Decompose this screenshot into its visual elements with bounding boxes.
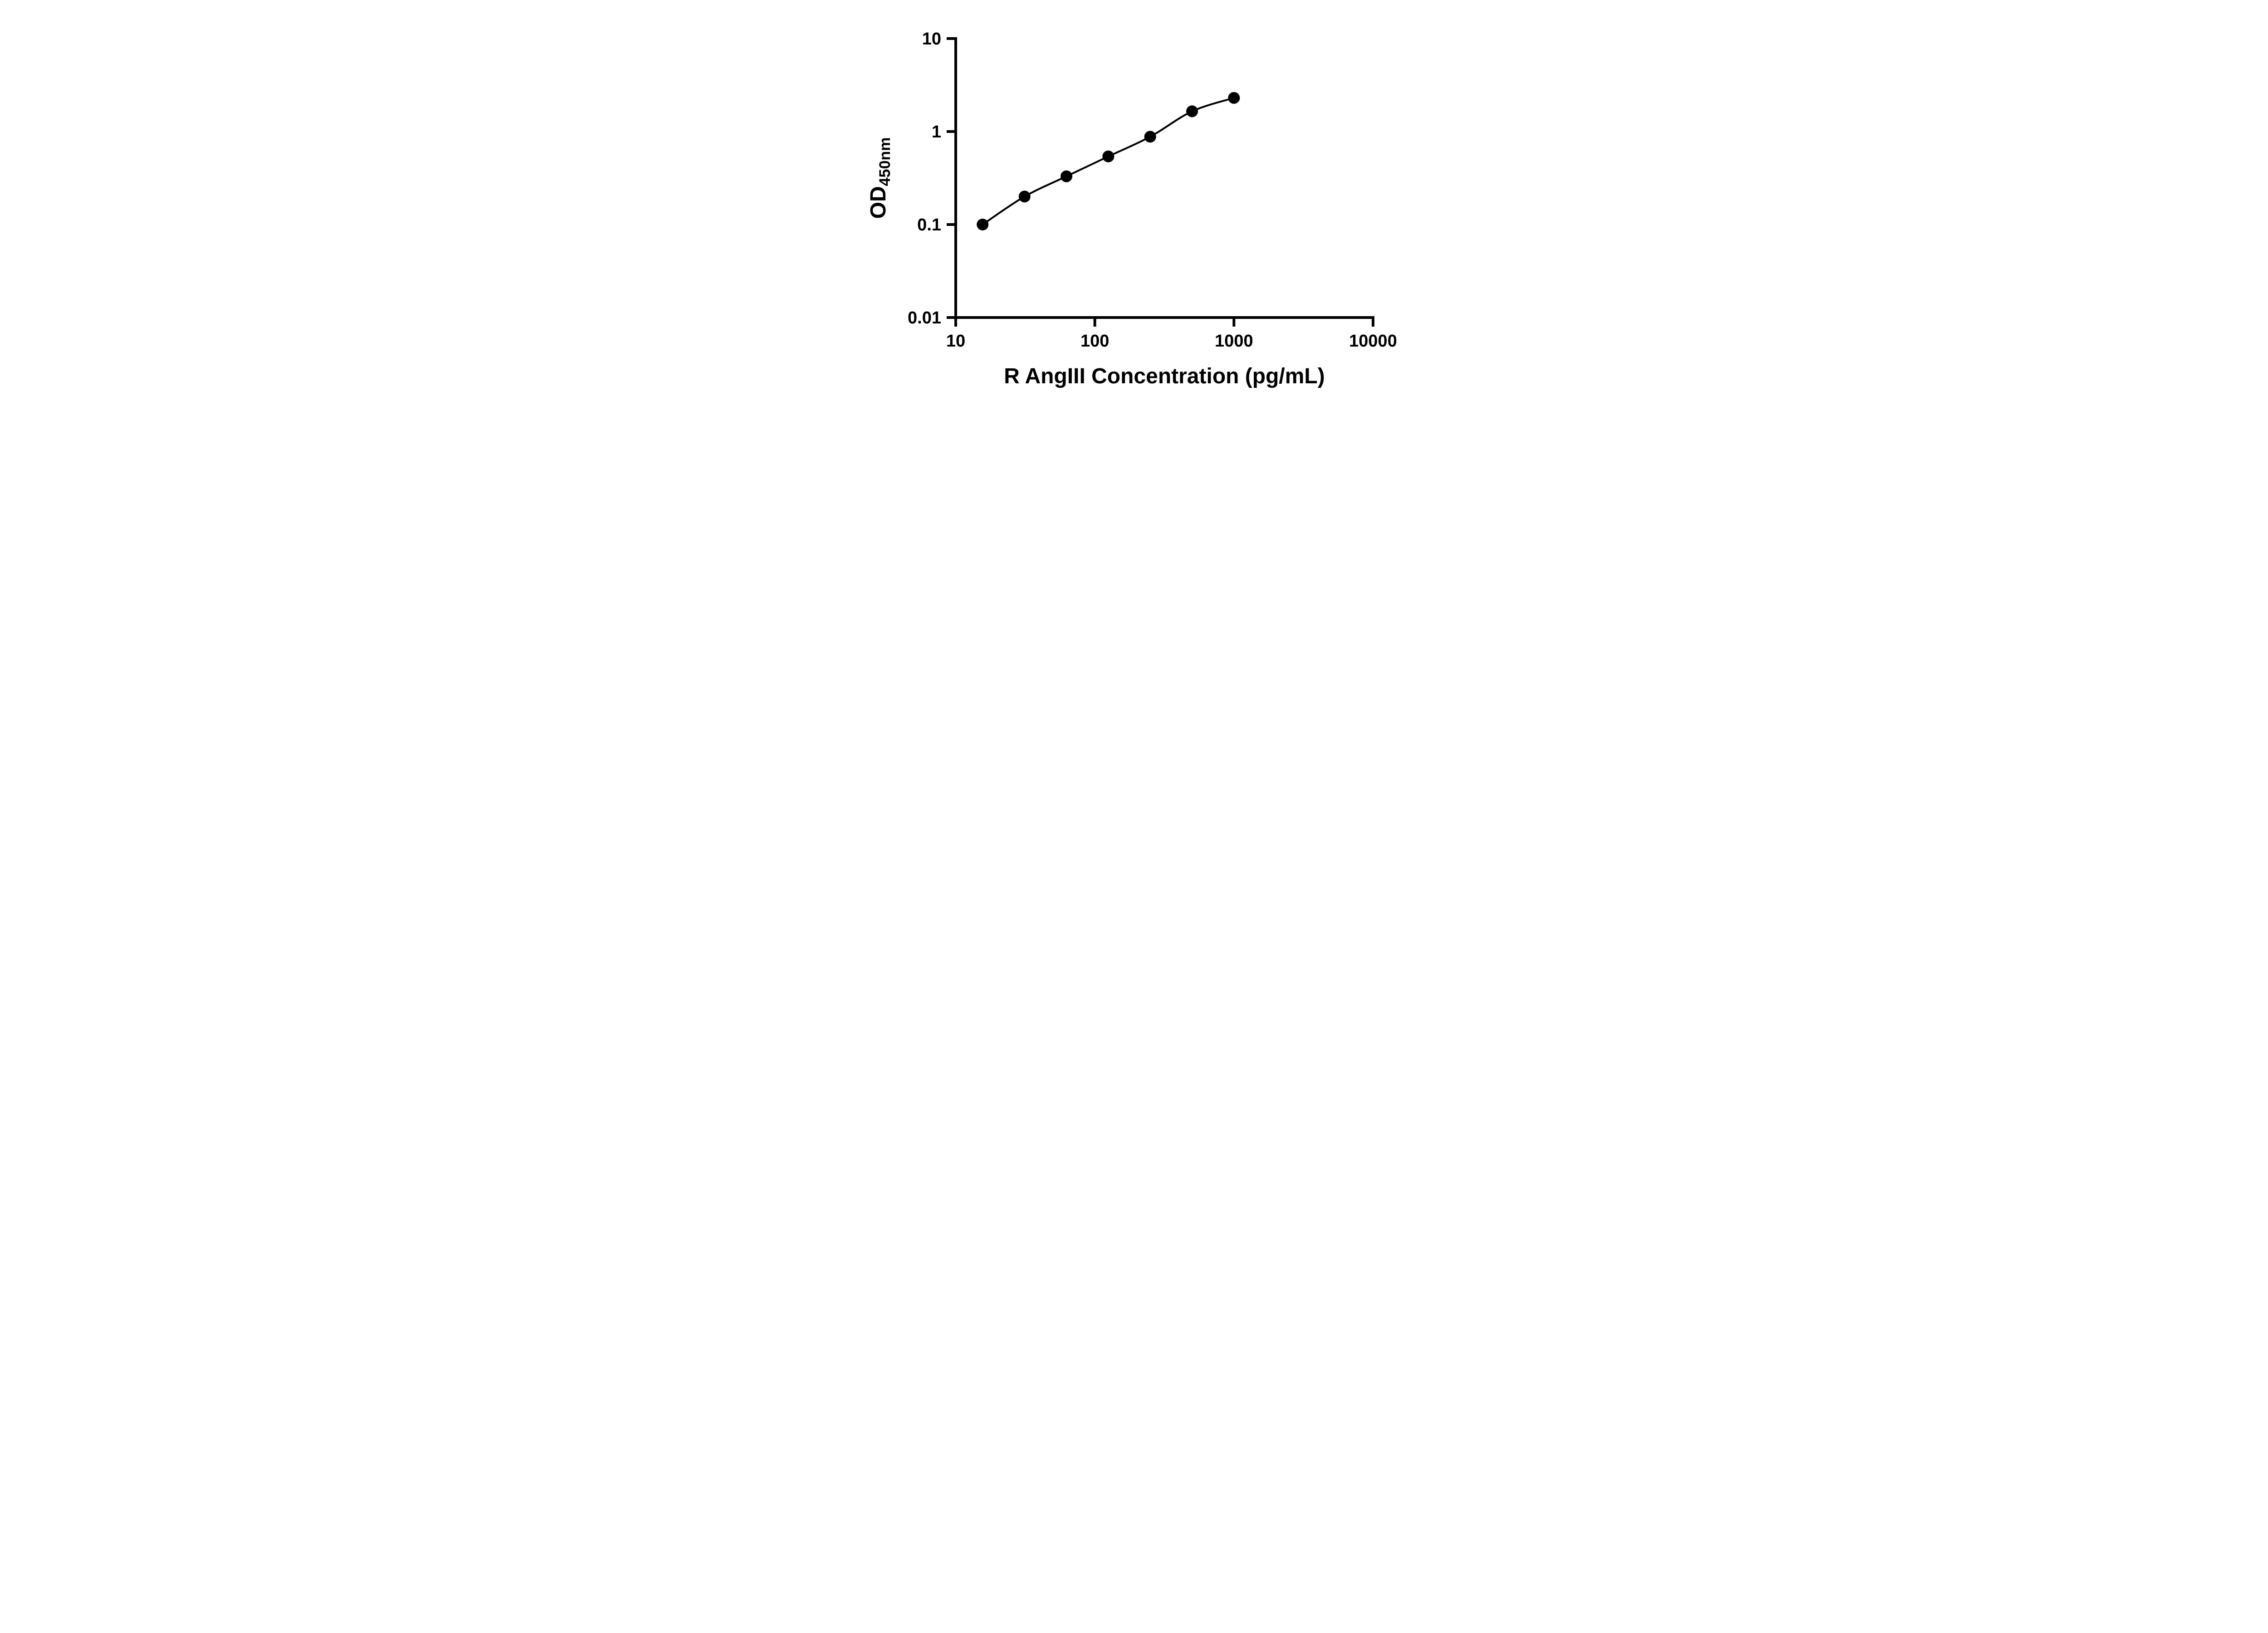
y-axis-ticks: 10 1 0.1 0.01 <box>908 29 956 328</box>
data-points-group <box>977 92 1240 230</box>
data-point <box>977 219 989 230</box>
y-axis-title-main: OD <box>866 186 890 219</box>
chart-page: 10 100 1000 10000 10 1 0.1 0.01 R AngIII Conce… <box>842 0 1426 408</box>
x-tick-label: 1000 <box>1215 332 1253 351</box>
y-axis-title: OD450nm <box>866 137 894 219</box>
elisa-standard-curve-figure: 10 100 1000 10000 10 1 0.1 0.01 R AngIII Conce… <box>842 0 1426 408</box>
x-axis-title: R AngIII Concentration (pg/mL) <box>1004 364 1325 388</box>
data-point <box>1018 191 1031 203</box>
y-tick-label: 0.1 <box>917 215 941 235</box>
axes <box>954 37 1374 319</box>
y-tick-label: 10 <box>922 29 941 49</box>
data-point <box>1102 150 1114 162</box>
chart-canvas: 10 100 1000 10000 10 1 0.1 0.01 R AngIII Conce… <box>866 29 1397 388</box>
data-point <box>1228 92 1240 104</box>
axis-spines <box>954 37 1374 319</box>
data-point <box>1144 131 1156 143</box>
y-tick-label: 0.01 <box>908 308 941 328</box>
data-point <box>1186 105 1198 117</box>
data-point <box>1061 170 1073 182</box>
y-tick-label: 1 <box>932 122 941 142</box>
x-tick-label: 10000 <box>1349 332 1397 351</box>
x-tick-label: 100 <box>1080 332 1109 351</box>
x-tick-label: 10 <box>946 332 965 351</box>
y-axis-title-subscript: 450nm <box>876 137 894 186</box>
x-axis-ticks: 10 100 1000 10000 <box>946 318 1397 351</box>
